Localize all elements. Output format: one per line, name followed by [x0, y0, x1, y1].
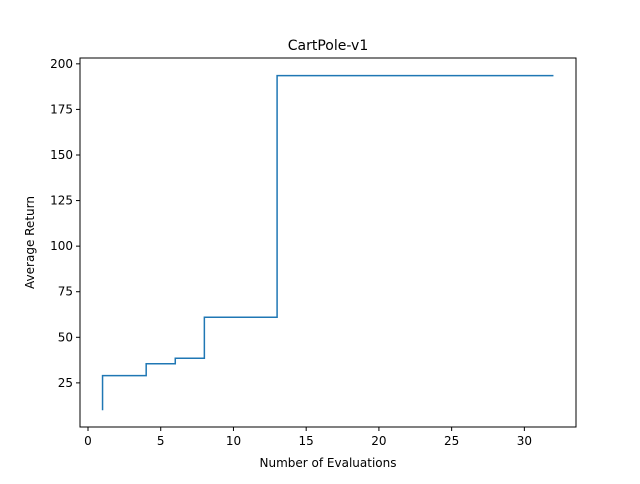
- tick-group: 0 5 10 15 20 25 30 25 50 75 100 125 150 175 200: [50, 57, 532, 448]
- x-tick-label: 20: [371, 434, 386, 448]
- x-tick-label: 0: [84, 434, 92, 448]
- y-tick-label: 100: [50, 239, 73, 253]
- x-tick-label: 25: [444, 434, 459, 448]
- x-tick-label: 10: [226, 434, 241, 448]
- plot-area-frame: [79, 57, 577, 428]
- y-tick-label: 50: [58, 330, 73, 344]
- x-tick-label: 30: [517, 434, 532, 448]
- y-tick-label: 125: [50, 194, 73, 208]
- y-tick-label: 175: [50, 102, 73, 116]
- series-line: [101, 74, 554, 411]
- series-layer: [101, 74, 554, 411]
- y-axis-label: Average Return: [23, 196, 37, 289]
- y-tick-label: 25: [58, 376, 73, 390]
- x-tick-label: 15: [299, 434, 314, 448]
- y-tick-label: 200: [50, 57, 73, 71]
- y-tick-label: 75: [58, 285, 73, 299]
- x-axis-label: Number of Evaluations: [260, 456, 397, 470]
- x-tick-label: 5: [157, 434, 165, 448]
- y-tick-label: 150: [50, 148, 73, 162]
- chart-title: CartPole-v1: [288, 38, 368, 54]
